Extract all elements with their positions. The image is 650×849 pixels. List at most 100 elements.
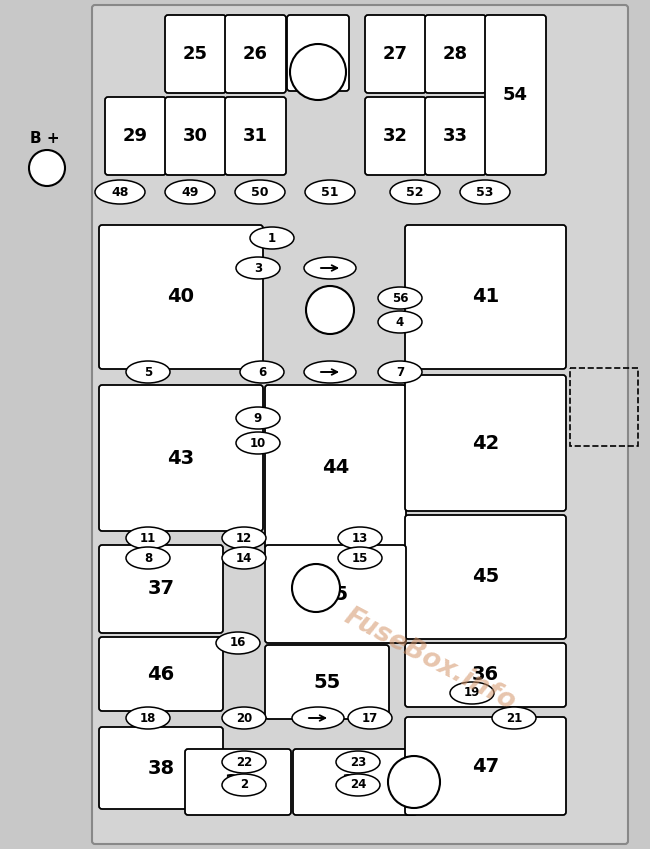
Text: 15: 15 [352,552,368,565]
Text: 27: 27 [383,45,408,63]
Text: 23: 23 [350,756,366,768]
Text: 53: 53 [476,185,494,199]
FancyBboxPatch shape [92,5,628,844]
Text: 9: 9 [254,412,262,424]
Ellipse shape [165,180,215,204]
Text: 35: 35 [322,584,349,604]
Text: 46: 46 [148,665,175,683]
FancyBboxPatch shape [99,637,223,711]
Ellipse shape [336,774,380,796]
Ellipse shape [236,257,280,279]
Text: 10: 10 [250,436,266,449]
Ellipse shape [460,180,510,204]
Text: 5: 5 [144,366,152,379]
FancyBboxPatch shape [365,97,426,175]
Text: 49: 49 [181,185,199,199]
FancyBboxPatch shape [265,545,406,643]
Text: 30: 30 [183,127,208,145]
Ellipse shape [235,180,285,204]
Text: 45: 45 [472,567,499,587]
Ellipse shape [126,527,170,549]
FancyBboxPatch shape [165,15,226,93]
Text: 3: 3 [254,261,262,274]
Text: 2: 2 [240,779,248,791]
Ellipse shape [216,632,260,654]
Circle shape [388,756,440,808]
Text: 22: 22 [236,756,252,768]
FancyBboxPatch shape [405,375,566,511]
FancyBboxPatch shape [225,15,286,93]
Text: 51: 51 [321,185,339,199]
FancyBboxPatch shape [185,749,291,815]
Text: B +: B + [30,131,60,145]
Ellipse shape [378,287,422,309]
FancyBboxPatch shape [105,97,166,175]
FancyBboxPatch shape [265,645,389,719]
Text: 25: 25 [183,45,208,63]
Text: 18: 18 [140,711,156,724]
Text: 43: 43 [168,448,194,468]
Ellipse shape [378,361,422,383]
Text: 24: 24 [350,779,366,791]
Circle shape [306,286,354,334]
Circle shape [292,564,340,612]
Text: 32: 32 [383,127,408,145]
FancyBboxPatch shape [293,749,417,815]
FancyBboxPatch shape [165,97,226,175]
Ellipse shape [236,432,280,454]
Ellipse shape [222,527,266,549]
Text: 16: 16 [230,637,246,649]
Text: 12: 12 [236,531,252,544]
Ellipse shape [304,361,356,383]
Text: 21: 21 [506,711,522,724]
Ellipse shape [338,527,382,549]
FancyBboxPatch shape [425,97,486,175]
Text: 33: 33 [443,127,468,145]
Ellipse shape [338,547,382,569]
Text: 50: 50 [252,185,268,199]
Text: 41: 41 [472,288,499,306]
Ellipse shape [222,707,266,729]
Ellipse shape [250,227,294,249]
FancyBboxPatch shape [225,97,286,175]
Ellipse shape [95,180,145,204]
Text: 6: 6 [258,366,266,379]
Text: 55: 55 [313,672,341,691]
Ellipse shape [126,547,170,569]
FancyBboxPatch shape [99,385,263,531]
Text: 40: 40 [168,288,194,306]
FancyBboxPatch shape [425,15,486,93]
Text: 19: 19 [464,687,480,700]
Text: 31: 31 [243,127,268,145]
Text: 1: 1 [268,232,276,245]
Circle shape [290,44,346,100]
Text: 13: 13 [352,531,368,544]
FancyBboxPatch shape [365,15,426,93]
Ellipse shape [492,707,536,729]
Text: 44: 44 [322,458,349,476]
FancyBboxPatch shape [405,717,566,815]
FancyBboxPatch shape [99,225,263,369]
Text: 29: 29 [123,127,148,145]
FancyBboxPatch shape [99,727,223,809]
Ellipse shape [390,180,440,204]
Ellipse shape [222,774,266,796]
Text: FuseBox.info: FuseBox.info [340,604,520,717]
Ellipse shape [378,311,422,333]
Text: 14: 14 [236,552,252,565]
Ellipse shape [305,180,355,204]
Ellipse shape [450,682,494,704]
Text: 56: 56 [392,291,408,305]
Text: 54: 54 [503,86,528,104]
Text: 36: 36 [472,666,499,684]
FancyBboxPatch shape [405,225,566,369]
Text: 7: 7 [396,366,404,379]
Ellipse shape [222,547,266,569]
FancyBboxPatch shape [405,515,566,639]
Circle shape [29,150,65,186]
Bar [570,368,638,446]
Ellipse shape [126,707,170,729]
FancyBboxPatch shape [405,643,566,707]
Text: 11: 11 [140,531,156,544]
Text: 38: 38 [148,758,175,778]
